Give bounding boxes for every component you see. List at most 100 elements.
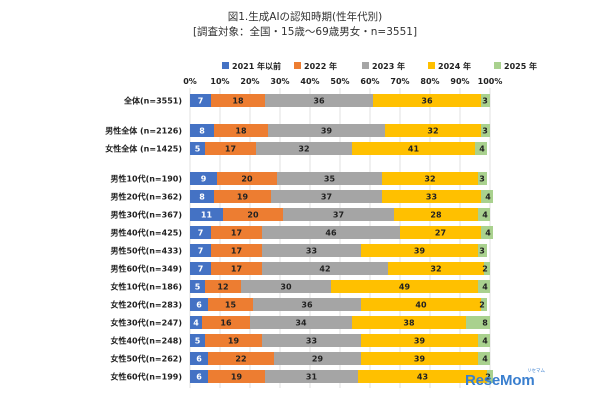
legend-swatch <box>294 62 301 69</box>
category-labels: 全体(n=3551) 男性全体 (n=2126) 女性全体 (n=1425) 男性10… <box>105 96 182 382</box>
data-label: 4 <box>482 355 488 364</box>
data-label: 5 <box>195 283 201 292</box>
data-label: 30 <box>280 283 292 292</box>
data-label: 39 <box>414 337 426 346</box>
category-label: 女性30代(n=247) <box>110 318 182 328</box>
bar-segment <box>358 370 487 383</box>
data-label: 37 <box>321 193 332 202</box>
data-label: 2 <box>482 265 488 274</box>
category-label: 女性20代(n=283) <box>110 300 182 310</box>
data-label: 31 <box>306 373 318 382</box>
legend-label: 2021 年以前 <box>232 61 281 71</box>
data-label: 17 <box>231 229 242 238</box>
data-label: 2 <box>485 373 491 382</box>
category-label: 男性20代(n=362) <box>110 192 182 202</box>
category-label: 男性40代(n=425) <box>110 228 182 238</box>
data-label: 19 <box>231 373 243 382</box>
data-label: 36 <box>421 97 433 106</box>
bar-segment <box>208 298 253 311</box>
resemom-logo: ReseMom <box>465 372 535 389</box>
data-label: 3 <box>482 127 488 136</box>
data-label: 36 <box>313 97 325 106</box>
data-label: 32 <box>424 175 435 184</box>
bar-segment <box>478 208 490 221</box>
bar-segment <box>487 370 493 383</box>
data-label: 27 <box>435 229 446 238</box>
bar-segment <box>385 124 481 137</box>
data-label: 11 <box>201 211 213 220</box>
bar-segment <box>475 142 487 155</box>
data-label: 4 <box>482 211 488 220</box>
data-label: 41 <box>408 145 420 154</box>
x-axis-ticks: 0% 10% 20% 30% 40% 50% 60% 70% 80% 90% 100% <box>183 77 502 86</box>
legend-label: 2025 年 <box>504 61 537 71</box>
x-tick-label: 70% <box>390 77 409 86</box>
data-label: 5 <box>195 145 201 154</box>
bar-segment <box>262 226 400 239</box>
data-label: 4 <box>479 145 485 154</box>
bar-segment <box>190 280 205 293</box>
bar-segment <box>190 316 202 329</box>
legend-swatch <box>362 62 369 69</box>
category-label: 男性10代(n=190) <box>110 174 182 184</box>
data-label: 17 <box>231 265 242 274</box>
bar-segment <box>208 370 265 383</box>
data-label: 12 <box>217 283 228 292</box>
x-tick-label: 50% <box>330 77 349 86</box>
bar-segment <box>205 334 262 347</box>
bar-segment <box>205 142 256 155</box>
bar-segment <box>481 94 490 107</box>
bar-segment <box>361 352 478 365</box>
bar-segment <box>361 298 481 311</box>
bar-segment <box>190 298 208 311</box>
data-label: 16 <box>220 319 232 328</box>
bar-segment <box>283 208 394 221</box>
data-label: 7 <box>198 247 204 256</box>
bar-segment <box>373 94 481 107</box>
bar-segment <box>211 226 262 239</box>
bar-segment <box>352 142 475 155</box>
bar-segment <box>190 334 205 347</box>
data-label: 8 <box>199 127 205 136</box>
bar-segment <box>277 172 382 185</box>
data-label: 8 <box>199 193 205 202</box>
data-label: 38 <box>403 319 415 328</box>
legend-label: 2024 年 <box>438 61 471 71</box>
bar-segment <box>217 172 277 185</box>
chart-bars: 7 18 36 36 38 18 39 32 35 17 32 41 49 20 35 32 38 19 37 33 4… <box>190 94 493 383</box>
bar-segment <box>190 370 208 383</box>
data-label: 18 <box>232 97 244 106</box>
data-label: 18 <box>235 127 247 136</box>
legend-swatch <box>222 62 229 69</box>
x-tick-label: 0% <box>183 77 197 86</box>
bar-segment <box>262 334 361 347</box>
data-label: 33 <box>306 247 317 256</box>
bar-segment <box>190 226 211 239</box>
category-label: 男性50代(n=433) <box>110 246 182 256</box>
bar-segment <box>274 352 361 365</box>
data-label: 17 <box>231 247 242 256</box>
bar-segment <box>241 280 331 293</box>
x-tick-label: 60% <box>360 77 379 86</box>
data-label: 5 <box>195 337 201 346</box>
data-label: 19 <box>237 193 249 202</box>
x-tick-label: 80% <box>420 77 439 86</box>
bar-segment <box>190 244 211 257</box>
data-label: 19 <box>228 337 240 346</box>
bar-segment <box>202 316 250 329</box>
legend-swatch <box>494 62 501 69</box>
data-label: 7 <box>198 97 204 106</box>
data-label: 40 <box>415 301 427 310</box>
data-label: 43 <box>417 373 428 382</box>
x-tick-label: 40% <box>300 77 319 86</box>
bar-segment <box>250 316 352 329</box>
legend-label: 2023 年 <box>372 61 405 71</box>
bar-segment <box>271 190 382 203</box>
bar-segment <box>478 280 490 293</box>
data-label: 15 <box>225 301 237 310</box>
bar-segment <box>190 352 208 365</box>
data-label: 9 <box>201 175 207 184</box>
data-label: 22 <box>235 355 246 364</box>
data-label: 4 <box>482 337 488 346</box>
